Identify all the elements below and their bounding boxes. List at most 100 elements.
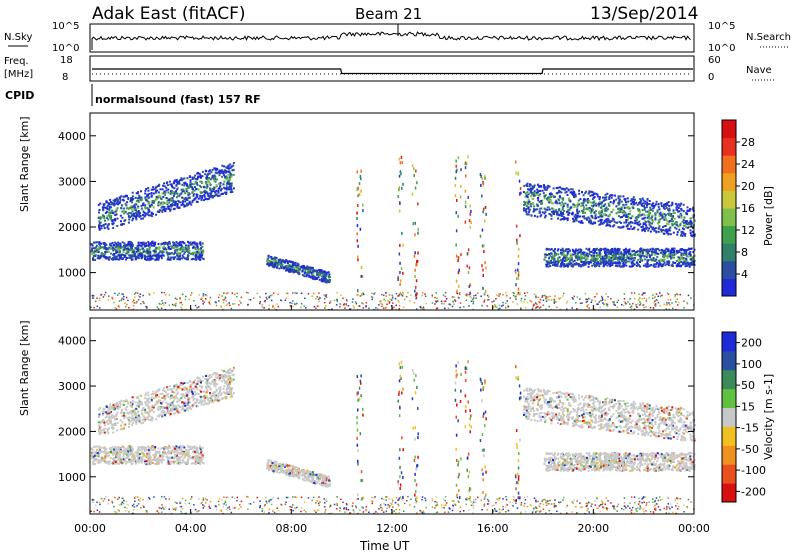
echo-pixel [557, 186, 560, 189]
echo-pixel [397, 276, 399, 280]
echo-pixel [683, 307, 685, 309]
echo-pixel [137, 249, 139, 252]
echo-pixel [131, 258, 134, 261]
echo-pixel [175, 192, 178, 194]
echo-pixel [556, 259, 559, 262]
echo-pixel [292, 305, 294, 308]
echo-pixel [171, 245, 174, 248]
echo-pixel [146, 250, 149, 253]
echo-pixel [660, 229, 663, 232]
echo-pixel [682, 252, 685, 255]
echo-pixel [657, 265, 660, 268]
echo-pixel [517, 293, 520, 296]
echo-pixel [195, 242, 198, 245]
echo-pixel [281, 265, 283, 267]
echo-pixel [555, 199, 558, 202]
echo-pixel [517, 271, 520, 275]
echo-pixel [165, 186, 168, 189]
echo-pixel [336, 300, 338, 302]
echo-pixel [194, 197, 197, 200]
echo-pixel [275, 261, 278, 264]
echo-pixel [571, 188, 574, 191]
echo-pixel [169, 258, 172, 261]
echo-pixel [550, 259, 552, 262]
echo-pixel [279, 259, 282, 262]
echo-pixel [644, 220, 647, 223]
echo-pixel [680, 261, 683, 263]
echo-pixel [417, 251, 419, 255]
echo-pixel [399, 279, 402, 283]
echo-pixel [155, 185, 158, 188]
echo-pixel [579, 298, 581, 300]
echo-pixel [381, 293, 383, 296]
echo-pixel [498, 295, 500, 297]
echo-pixel [188, 175, 191, 178]
echo-pixel [286, 269, 289, 272]
echo-pixel [415, 279, 418, 283]
echo-pixel [117, 294, 119, 296]
echo-pixel [472, 298, 474, 301]
echo-pixel [149, 214, 152, 217]
echo-pixel [162, 208, 165, 211]
echo-pixel [620, 252, 622, 255]
echo-pixel [276, 263, 279, 266]
echo-pixel [570, 188, 573, 191]
echo-pixel [467, 155, 469, 159]
echo-pixel [659, 213, 662, 216]
echo-pixel [690, 222, 693, 225]
echo-pixel [646, 214, 649, 217]
echo-pixel [300, 303, 303, 305]
echo-pixel [642, 217, 645, 220]
echo-pixel [100, 225, 103, 227]
echo-pixel [469, 212, 471, 216]
echo-pixel [550, 201, 553, 204]
echo-pixel [687, 223, 690, 226]
echo-pixel [570, 191, 573, 194]
echo-pixel [192, 253, 195, 256]
echo-pixel [470, 221, 472, 224]
echo-pixel [651, 220, 654, 223]
echo-pixel [600, 211, 603, 214]
echo-pixel [610, 220, 613, 223]
echo-pixel [414, 186, 417, 190]
echo-pixel [148, 201, 151, 204]
echo-pixel [182, 196, 185, 199]
echo-pixel [228, 185, 231, 188]
echo-pixel [457, 214, 459, 218]
echo-pixel [469, 283, 472, 287]
echo-pixel [205, 382, 208, 385]
echo-pixel [119, 245, 122, 248]
echo-pixel [158, 211, 161, 213]
echo-pixel [179, 258, 181, 261]
echo-pixel [558, 189, 560, 192]
echo-pixel [150, 400, 153, 403]
echo-pixel [594, 214, 597, 217]
echo-pixel [601, 297, 604, 299]
echo-pixel [349, 308, 351, 310]
echo-pixel [575, 219, 578, 222]
echo-pixel [593, 263, 596, 266]
echo-pixel [146, 411, 149, 414]
y-tick-label: 4000 [58, 130, 86, 143]
echo-pixel [93, 241, 96, 244]
echo-pixel [560, 210, 563, 213]
echo-pixel [163, 185, 166, 188]
echo-pixel [247, 303, 249, 306]
echo-pixel [525, 195, 528, 197]
echo-pixel [617, 208, 620, 210]
echo-pixel [590, 210, 593, 213]
echo-pixel [579, 250, 582, 253]
echo-pixel [359, 175, 362, 178]
echo-pixel [589, 261, 592, 264]
echo-pixel [227, 378, 230, 381]
echo-pixel [472, 308, 474, 311]
echo-pixel [134, 206, 137, 209]
echo-pixel [434, 296, 436, 299]
echo-pixel [401, 161, 403, 165]
echo-pixel [576, 308, 578, 310]
echo-pixel [680, 207, 683, 210]
echo-pixel [668, 308, 670, 311]
echo-pixel [674, 295, 676, 298]
echo-pixel [401, 231, 403, 235]
echo-pixel [620, 200, 623, 203]
